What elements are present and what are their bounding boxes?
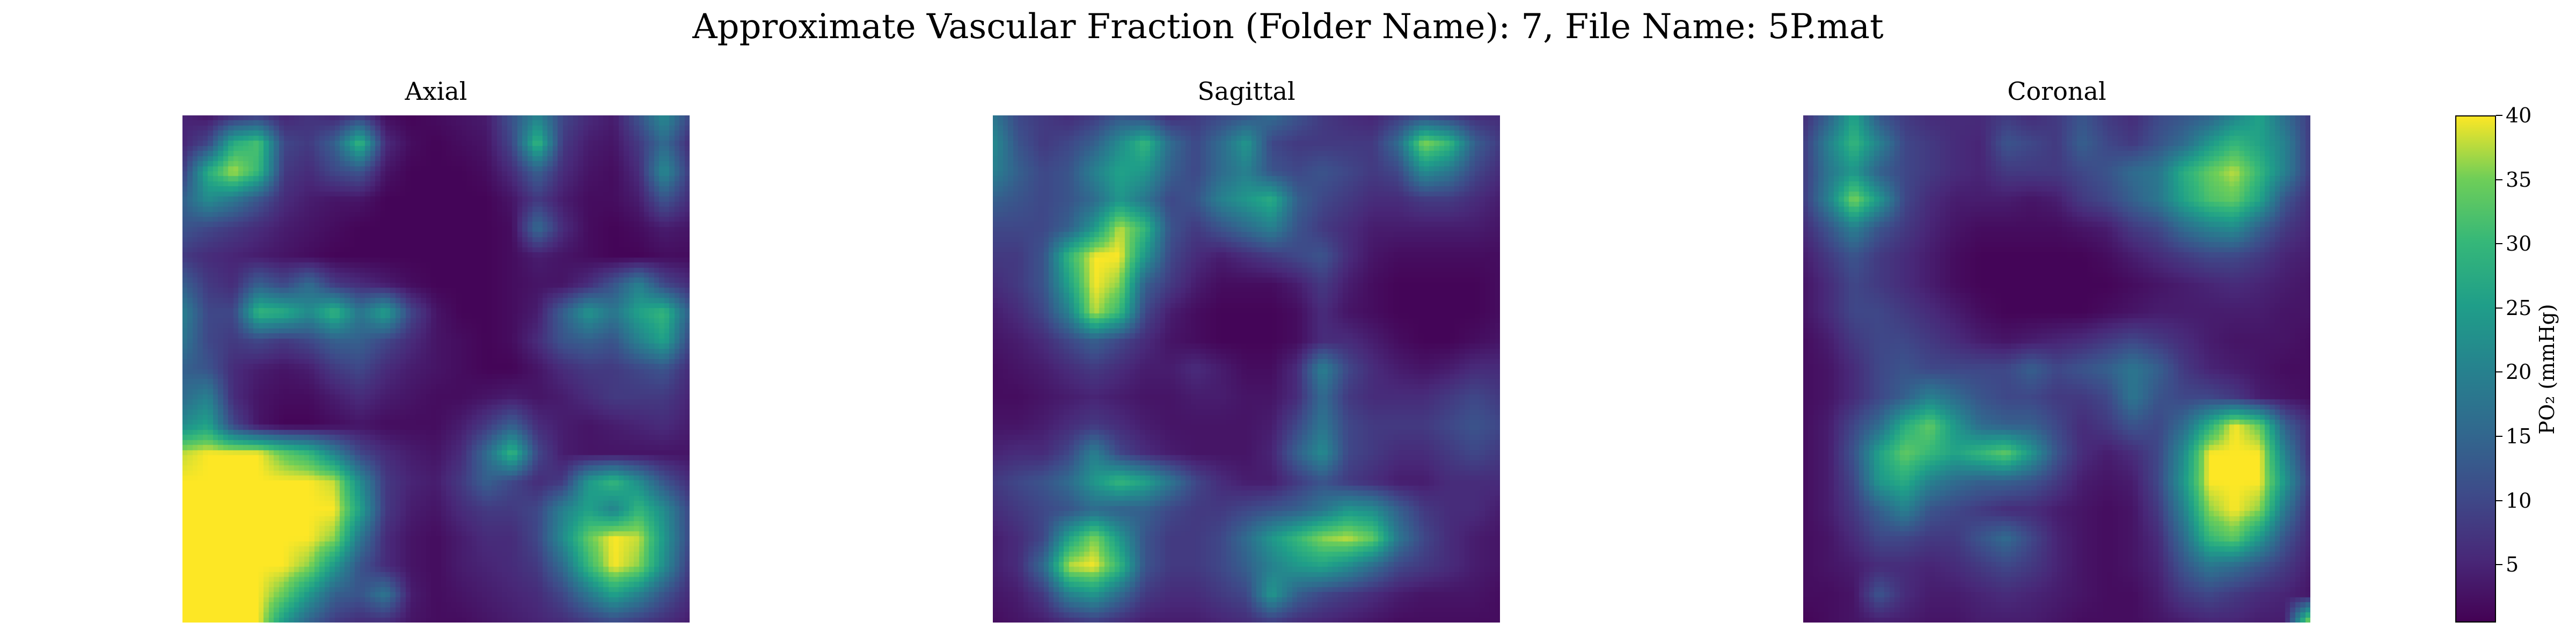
colorbar-tick-mark (2496, 371, 2502, 373)
heatmap-axial-image (182, 115, 690, 623)
colorbar-tick-mark (2496, 500, 2502, 501)
colorbar-tick-mark (2496, 564, 2502, 566)
figure-title: Approximate Vascular Fraction (Folder Na… (692, 7, 1884, 47)
heatmap-coronal-image (1803, 115, 2310, 623)
colorbar-tick-mark (2496, 179, 2502, 180)
colorbar-tick-mark (2496, 115, 2502, 116)
panel-title-sagittal: Sagittal (1197, 77, 1296, 106)
heatmap-coronal (1803, 115, 2310, 623)
colorbar-tick-mark (2496, 307, 2502, 309)
colorbar-tick-label: 30 (2506, 232, 2532, 256)
colorbar-tick-mark (2496, 436, 2502, 437)
heatmap-axial (182, 115, 690, 623)
colorbar-tick-label: 35 (2506, 167, 2532, 192)
colorbar-tick-label: 40 (2506, 104, 2532, 127)
colorbar-gradient (2455, 115, 2496, 623)
colorbar-tick-label: 25 (2506, 296, 2532, 320)
panel-title-coronal: Coronal (2007, 77, 2106, 106)
colorbar (2455, 115, 2496, 623)
colorbar-tick-label: 15 (2506, 425, 2532, 449)
heatmap-sagittal (993, 115, 1500, 623)
panel-title-axial: Axial (405, 77, 467, 106)
colorbar-tick-label: 20 (2506, 360, 2532, 384)
colorbar-title: PO₂ (mmHg) (2535, 304, 2559, 435)
colorbar-tick-mark (2496, 243, 2502, 245)
colorbar-tick-label: 10 (2506, 488, 2532, 513)
heatmap-sagittal-image (993, 115, 1500, 623)
colorbar-tick-label: 5 (2506, 553, 2519, 577)
